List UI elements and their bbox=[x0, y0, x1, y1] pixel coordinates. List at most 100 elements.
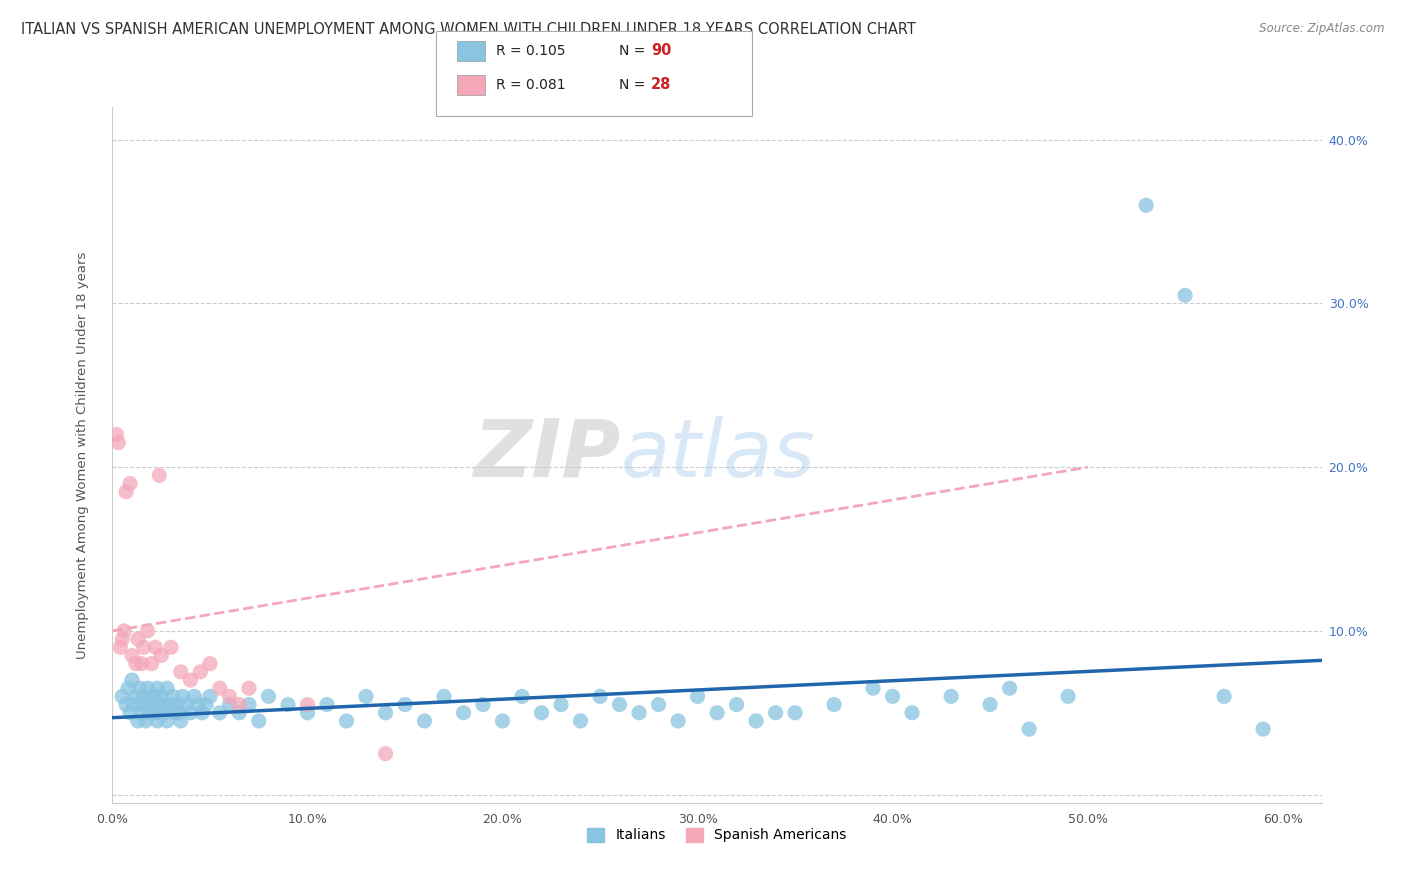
Point bbox=[179, 706, 201, 720]
Point bbox=[277, 698, 299, 712]
Point bbox=[589, 690, 612, 704]
Point bbox=[1057, 690, 1080, 704]
Point bbox=[1213, 690, 1236, 704]
Point bbox=[111, 632, 134, 646]
Point bbox=[150, 690, 173, 704]
Point bbox=[191, 706, 214, 720]
Point bbox=[179, 673, 201, 687]
Point bbox=[510, 690, 533, 704]
Point bbox=[433, 690, 456, 704]
Point bbox=[195, 698, 218, 712]
Text: R = 0.081: R = 0.081 bbox=[496, 78, 567, 92]
Point bbox=[110, 640, 132, 655]
Point bbox=[609, 698, 631, 712]
Point bbox=[491, 714, 513, 728]
Point bbox=[160, 640, 183, 655]
Point bbox=[1174, 288, 1197, 302]
Point bbox=[176, 698, 198, 712]
Point bbox=[112, 624, 135, 638]
Point bbox=[136, 681, 159, 696]
Point bbox=[354, 690, 377, 704]
Point bbox=[141, 706, 163, 720]
Point bbox=[166, 698, 188, 712]
Point bbox=[374, 706, 396, 720]
Point bbox=[128, 681, 150, 696]
Text: 28: 28 bbox=[651, 78, 671, 92]
Point bbox=[257, 690, 280, 704]
Point bbox=[125, 690, 148, 704]
Point bbox=[146, 714, 169, 728]
Point bbox=[172, 690, 194, 704]
Point bbox=[998, 681, 1021, 696]
Point bbox=[145, 690, 167, 704]
Point bbox=[550, 698, 572, 712]
Point bbox=[146, 681, 169, 696]
Text: N =: N = bbox=[619, 78, 645, 92]
Point bbox=[188, 665, 211, 679]
Point bbox=[745, 714, 768, 728]
Point bbox=[530, 706, 553, 720]
Point bbox=[706, 706, 728, 720]
Point bbox=[150, 706, 173, 720]
Point bbox=[148, 698, 170, 712]
Y-axis label: Unemployment Among Women with Children Under 18 years: Unemployment Among Women with Children U… bbox=[76, 252, 89, 658]
Point bbox=[131, 657, 153, 671]
Point bbox=[145, 640, 167, 655]
Point bbox=[136, 624, 159, 638]
Point bbox=[823, 698, 845, 712]
Point bbox=[115, 698, 138, 712]
Point bbox=[167, 706, 190, 720]
Point bbox=[122, 698, 145, 712]
Point bbox=[198, 657, 221, 671]
Point bbox=[121, 648, 143, 663]
Point bbox=[127, 632, 149, 646]
Point bbox=[247, 714, 270, 728]
Point bbox=[148, 468, 170, 483]
Point bbox=[1135, 198, 1157, 212]
Point bbox=[135, 714, 157, 728]
Point bbox=[136, 698, 159, 712]
Point bbox=[115, 484, 138, 499]
Point bbox=[138, 706, 160, 720]
Point bbox=[1018, 722, 1040, 736]
Point bbox=[218, 690, 240, 704]
Point bbox=[141, 690, 163, 704]
Point bbox=[162, 690, 184, 704]
Text: 90: 90 bbox=[651, 44, 671, 58]
Point bbox=[127, 714, 149, 728]
Point bbox=[183, 690, 205, 704]
Point bbox=[686, 690, 709, 704]
Text: R = 0.105: R = 0.105 bbox=[496, 44, 565, 58]
Point bbox=[125, 657, 148, 671]
Point bbox=[163, 706, 186, 720]
Point bbox=[374, 747, 396, 761]
Point bbox=[228, 706, 250, 720]
Point bbox=[335, 714, 357, 728]
Point bbox=[297, 706, 319, 720]
Point bbox=[132, 640, 155, 655]
Point bbox=[131, 698, 153, 712]
Point bbox=[152, 698, 174, 712]
Point bbox=[413, 714, 436, 728]
Point bbox=[142, 698, 165, 712]
Point bbox=[111, 690, 134, 704]
Point bbox=[208, 706, 231, 720]
Point bbox=[145, 706, 167, 720]
Point bbox=[628, 706, 651, 720]
Legend: Italians, Spanish Americans: Italians, Spanish Americans bbox=[582, 822, 852, 848]
Point bbox=[765, 706, 787, 720]
Text: N =: N = bbox=[619, 44, 645, 58]
Text: ITALIAN VS SPANISH AMERICAN UNEMPLOYMENT AMONG WOMEN WITH CHILDREN UNDER 18 YEAR: ITALIAN VS SPANISH AMERICAN UNEMPLOYMENT… bbox=[21, 22, 915, 37]
Point bbox=[228, 698, 250, 712]
Point bbox=[725, 698, 748, 712]
Point bbox=[882, 690, 904, 704]
Point bbox=[118, 706, 141, 720]
Point bbox=[666, 714, 689, 728]
Point bbox=[316, 698, 339, 712]
Point bbox=[569, 714, 592, 728]
Point bbox=[170, 665, 193, 679]
Point bbox=[1251, 722, 1274, 736]
Point bbox=[105, 427, 128, 442]
Point bbox=[297, 698, 319, 712]
Text: ZIP: ZIP bbox=[472, 416, 620, 494]
